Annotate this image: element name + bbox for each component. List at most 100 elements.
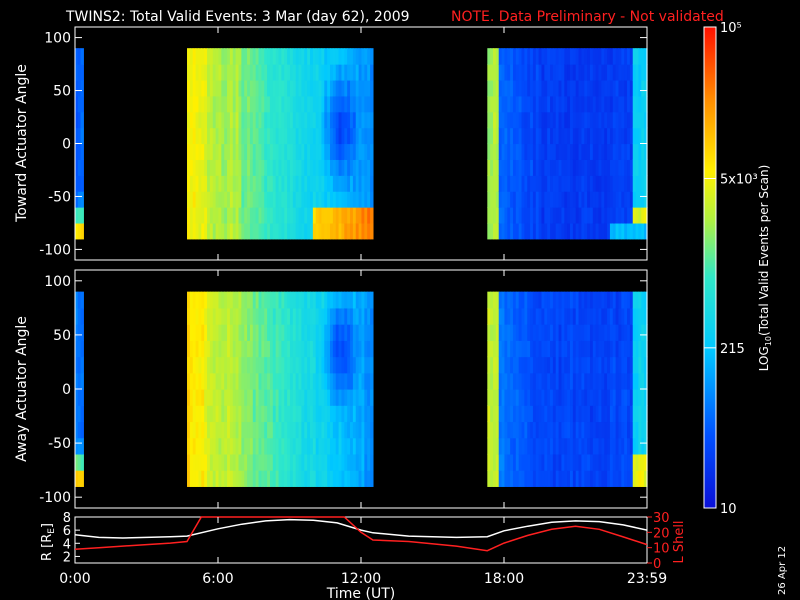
- heatmap-cell: [538, 291, 543, 309]
- heatmap-cell: [315, 79, 320, 97]
- heatmap-cell: [624, 470, 628, 487]
- heatmap-cell: [564, 453, 568, 471]
- heatmap-cell: [535, 453, 540, 471]
- heatmap-cell: [564, 437, 568, 455]
- heatmap-cell: [315, 48, 320, 65]
- heatmap-cell: [201, 421, 205, 439]
- heatmap-cell: [241, 453, 245, 471]
- heatmap-cell: [249, 437, 254, 455]
- heatmap-cell: [221, 95, 225, 113]
- heatmap-column: [341, 48, 345, 240]
- heatmap-cell: [198, 307, 202, 325]
- heatmap-cell: [241, 421, 245, 439]
- heatmap-cell: [318, 222, 323, 240]
- heatmap-cell: [490, 175, 494, 192]
- heatmap-cell: [595, 95, 600, 113]
- heatmap-cell: [498, 453, 503, 471]
- heatmap-cell: [604, 111, 608, 129]
- heatmap-cell: [570, 372, 574, 390]
- heatmap-cell: [235, 453, 240, 471]
- heatmap-cell: [295, 48, 300, 65]
- heatmap-cell: [312, 111, 317, 129]
- heatmap-cell: [581, 405, 585, 423]
- heatmap-cell: [315, 307, 320, 325]
- heatmap-cell: [321, 307, 325, 325]
- heatmap-cell: [264, 421, 268, 439]
- heatmap-cell: [507, 207, 511, 224]
- heatmap-cell: [564, 421, 568, 439]
- heatmap-cell: [532, 207, 537, 224]
- heatmap-cell: [635, 143, 640, 160]
- heatmap-cell: [281, 48, 285, 65]
- heatmap-cell: [212, 324, 217, 341]
- heatmap-cell: [350, 111, 354, 129]
- heatmap-cell: [195, 307, 200, 325]
- heatmap-cell: [521, 95, 525, 113]
- heatmap-cell: [498, 127, 503, 145]
- heatmap-cell: [307, 389, 311, 406]
- heatmap-cell: [501, 372, 506, 390]
- heatmap-cell: [532, 356, 537, 374]
- heatmap-cell: [347, 340, 351, 358]
- radius-tick-label: 6: [63, 524, 71, 539]
- heatmap-cell: [498, 470, 503, 487]
- heatmap-cell: [581, 421, 585, 439]
- heatmap-cell: [547, 222, 551, 240]
- heatmap-cell: [80, 159, 84, 176]
- heatmap-cell: [638, 143, 642, 160]
- heatmap-cell: [641, 222, 645, 240]
- plot-title: TWINS2: Total Valid Events: 3 Mar (day 6…: [65, 9, 410, 25]
- heatmap-cell: [604, 453, 608, 471]
- heatmap-cell: [550, 421, 554, 439]
- heatmap-cell: [518, 143, 523, 160]
- heatmap-cell: [493, 95, 497, 113]
- heatmap-cell: [264, 111, 268, 129]
- heatmap-cell: [530, 356, 534, 374]
- heatmap-column: [624, 48, 628, 240]
- heatmap-cell: [332, 207, 337, 224]
- heatmap-cell: [324, 453, 328, 471]
- heatmap-cell: [641, 340, 645, 358]
- heatmap-cell: [581, 95, 585, 113]
- heatmap-cell: [232, 222, 237, 240]
- heatmap-cell: [224, 79, 228, 97]
- heatmap-cell: [493, 175, 497, 192]
- heatmap-cell: [587, 207, 591, 224]
- heatmap-cell: [598, 191, 602, 208]
- heatmap-cell: [304, 372, 308, 390]
- heatmap-cell: [578, 421, 583, 439]
- heatmap-column: [218, 291, 222, 487]
- heatmap-cell: [224, 389, 228, 406]
- heatmap-cell: [370, 127, 374, 145]
- heatmap-cell: [629, 111, 634, 129]
- heatmap-cell: [218, 372, 222, 390]
- heatmap-cell: [601, 470, 605, 487]
- heatmap-cell: [212, 291, 217, 309]
- heatmap-cell: [364, 191, 368, 208]
- heatmap-cell: [278, 191, 282, 208]
- heatmap-cell: [209, 64, 214, 81]
- heatmap-cell: [284, 175, 288, 192]
- heatmap-cell: [615, 389, 620, 406]
- heatmap-cell: [495, 307, 500, 325]
- heatmap-cell: [232, 421, 237, 439]
- heatmap-cell: [235, 191, 240, 208]
- heatmap-cell: [189, 437, 194, 455]
- heatmap-cell: [241, 79, 245, 97]
- heatmap-cell: [493, 159, 497, 176]
- heatmap-cell: [204, 95, 208, 113]
- heatmap-cell: [524, 111, 528, 129]
- heatmap-cell: [587, 127, 591, 145]
- heatmap-cell: [229, 372, 234, 390]
- heatmap-cell: [641, 437, 645, 455]
- heatmap-cell: [347, 453, 351, 471]
- heatmap-cell: [493, 48, 497, 65]
- heatmap-cell: [77, 372, 82, 390]
- heatmap-cell: [515, 159, 520, 176]
- heatmap-cell: [370, 389, 374, 406]
- heatmap-cell: [335, 143, 340, 160]
- heatmap-cell: [247, 307, 251, 325]
- heatmap-cell: [335, 191, 340, 208]
- heatmap-cell: [524, 340, 528, 358]
- heatmap-cell: [552, 405, 557, 423]
